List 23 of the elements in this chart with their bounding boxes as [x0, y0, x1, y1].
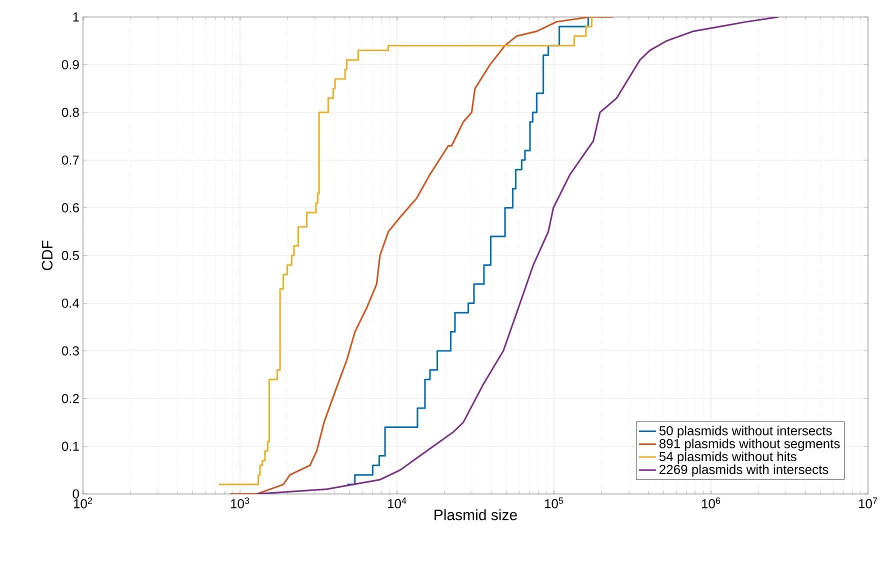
y-tick-label: 0.5: [62, 250, 79, 260]
y-axis-title: CDF: [42, 240, 53, 270]
x-tick-label: 10$^{5}$: [544, 498, 564, 508]
legend-label: 50 plasmids without intersects: [659, 426, 832, 438]
y-tick-label: 0.2: [62, 394, 79, 404]
y-tick-label: 0.8: [62, 108, 79, 117]
y-tick-label: 0.6: [62, 203, 79, 212]
legend-label: 891 plasmids without segments: [659, 438, 840, 451]
y-tick-label: 0.7: [62, 155, 79, 165]
y-tick-label: 0.3: [62, 346, 79, 356]
x-tick-label: 10$^{7}$: [858, 498, 878, 508]
y-tick-label: 0.1: [62, 442, 79, 451]
y-tick-label: 1: [73, 12, 79, 22]
legend-label: 2269 plasmids with intersects: [660, 464, 828, 477]
y-tick-label: 0.9: [62, 60, 79, 70]
x-axis-title: Plasmid size: [434, 509, 517, 520]
x-tick-label: 10$^{2}$: [74, 498, 92, 508]
x-tick-label: 10$^{6}$: [702, 498, 720, 508]
y-tick-label: 0: [72, 489, 79, 499]
x-tick-label: 10$^{4}$: [388, 498, 406, 508]
y-tick-label: 0.4: [62, 298, 80, 308]
x-tick-label: 10$^{3}$: [230, 498, 250, 508]
legend-label: 54 plasmids without hits: [659, 452, 796, 464]
